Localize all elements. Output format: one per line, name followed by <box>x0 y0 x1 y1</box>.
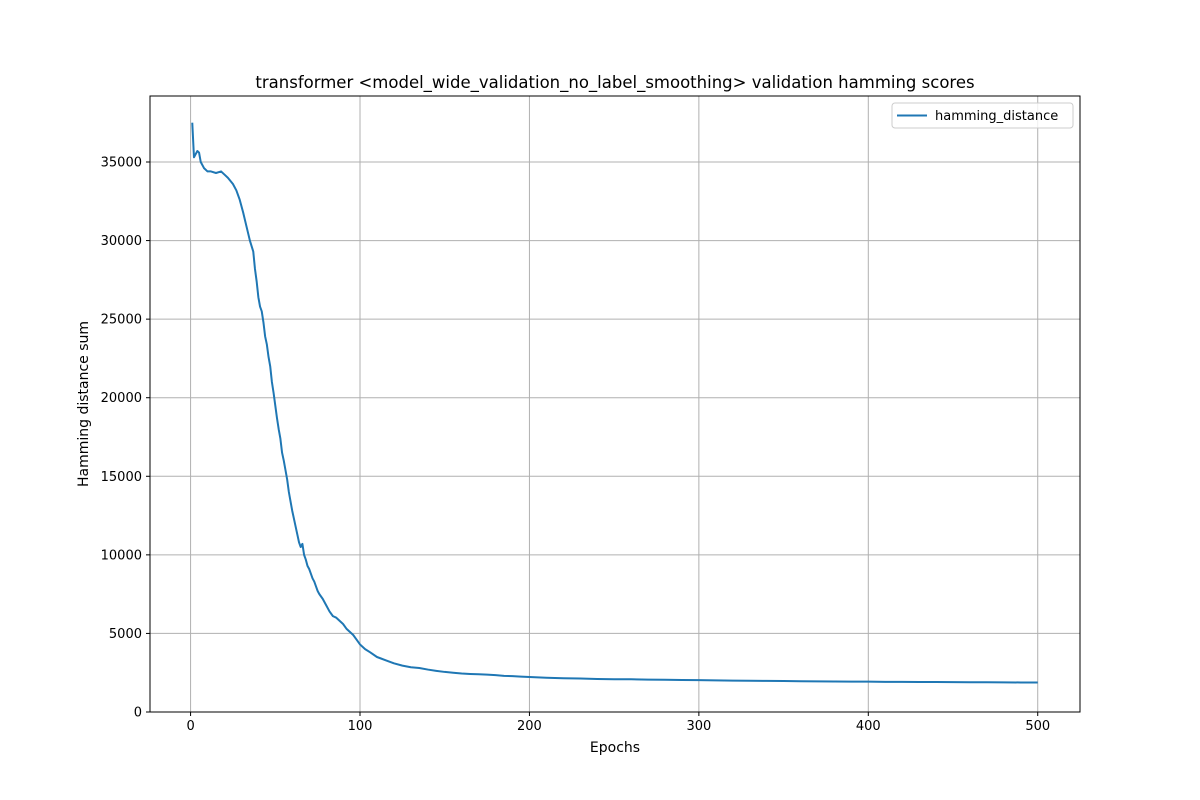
legend: hamming_distance <box>891 102 1074 129</box>
line-layer <box>191 122 1038 684</box>
plot-frame <box>149 95 1081 713</box>
x-tick-label: 100 <box>348 719 373 734</box>
y-tick-label: 30000 <box>101 234 142 249</box>
series-line-hamming_distance <box>191 122 1038 684</box>
x-tick-label: 300 <box>686 719 711 734</box>
y-axis-label: Hamming distance sum <box>76 321 92 487</box>
x-tick-label: 500 <box>1025 719 1050 734</box>
x-axis-ticks: 0 100 200 300 400 500 <box>186 712 1050 734</box>
legend-box <box>891 102 1074 129</box>
y-axis-ticks: 0 5000 10000 15000 20000 25000 30000 35000 <box>101 156 150 721</box>
x-tick-label: 0 <box>186 719 194 734</box>
y-tick-label: 35000 <box>101 156 142 171</box>
y-tick-label: 5000 <box>109 627 142 642</box>
x-tick-label: 200 <box>517 719 542 734</box>
y-tick-label: 15000 <box>101 470 142 485</box>
y-tick-label: 25000 <box>101 313 142 328</box>
chart-title: transformer <model_wide_validation_no_la… <box>255 73 974 93</box>
x-axis-label: Epochs <box>590 740 640 756</box>
y-tick-label: 0 <box>134 706 142 721</box>
y-tick-label: 20000 <box>101 391 142 406</box>
x-tick-label: 400 <box>856 719 881 734</box>
y-tick-label: 10000 <box>101 548 142 563</box>
legend-label: hamming_distance <box>935 109 1058 124</box>
